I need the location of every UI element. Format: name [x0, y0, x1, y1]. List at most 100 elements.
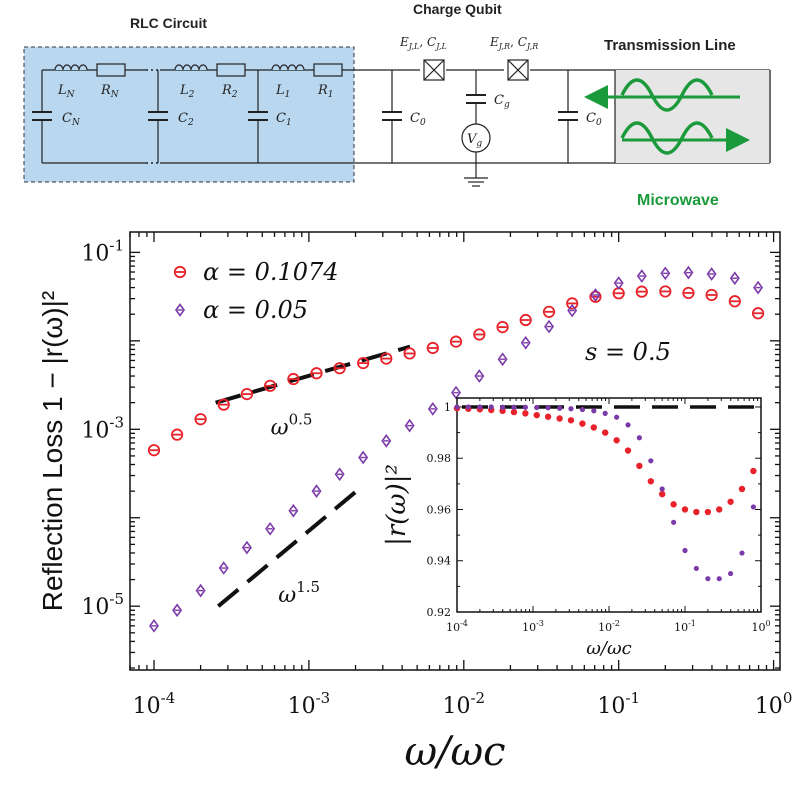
legend-marks: [173, 265, 187, 317]
inset-point-series-2: [568, 406, 574, 412]
svg-text:R2: R2: [221, 83, 238, 100]
inset-point-series-2: [557, 405, 563, 411]
legend-label-series-1: α = 0.1074: [203, 258, 339, 286]
point-series-2: [241, 540, 252, 555]
point-series-1: [566, 297, 579, 310]
main-y-tick-label: 10-3: [81, 413, 124, 443]
svg-text:CN: CN: [62, 111, 81, 128]
point-series-2: [706, 267, 717, 281]
qubit-title: Charge Qubit: [413, 1, 502, 17]
inset-point-series-2: [648, 458, 654, 464]
label-Vg: Vg: [467, 132, 482, 149]
inset-point-series-1: [522, 410, 529, 417]
legend-marker-series-2: [175, 303, 185, 317]
svg-text:C0: C0: [586, 111, 602, 128]
inset-point-series-2: [682, 547, 688, 554]
legend-marker-series-1: [173, 265, 187, 279]
point-series-2: [474, 369, 485, 383]
point-series-1: [728, 295, 741, 308]
inset-point-series-2: [465, 404, 471, 410]
point-series-1: [194, 413, 207, 426]
point-series-1: [589, 290, 602, 303]
inset-y-tick-label: 0.92: [427, 606, 452, 619]
inset-point-series-1: [567, 417, 575, 424]
point-series-1: [473, 328, 486, 341]
inset-point-series-1: [750, 467, 757, 475]
point-series-2: [451, 385, 462, 400]
point-series-2: [358, 450, 369, 465]
main-x-tick-label: 10-1: [597, 689, 640, 719]
main-x-tick-label: 10-3: [288, 689, 331, 719]
point-series-1: [333, 362, 346, 375]
legend-label-series-2: α = 0.05: [203, 296, 308, 324]
point-series-1: [635, 285, 648, 298]
inset-x-tick-label: 10-1: [674, 619, 696, 634]
tline-box: [615, 70, 770, 163]
svg-text:EJ,L, CJ,L: EJ,L, CJ,L: [399, 35, 447, 51]
main-x-tick-label: 10-4: [133, 689, 176, 719]
inset-point-series-1: [510, 408, 518, 416]
microwave-waves: [620, 78, 714, 155]
point-series-2: [404, 418, 415, 433]
point-series-1: [449, 335, 463, 348]
inset-y-tick-label: 0.94: [427, 555, 452, 568]
point-series-2: [567, 303, 578, 318]
point-series-2: [544, 319, 555, 334]
inset-point-series-1: [738, 485, 746, 493]
point-series-1: [659, 285, 672, 298]
point-series-1: [426, 341, 439, 355]
point-series-1: [380, 352, 393, 365]
point-series-2: [172, 603, 183, 618]
main-legend: α = 0.1074 α = 0.05: [173, 258, 339, 324]
inset-point-series-2: [705, 576, 711, 582]
inset-point-series-1: [704, 508, 712, 516]
inset-point-series-2: [727, 570, 734, 577]
inset-point-series-2: [545, 405, 551, 411]
inset-point-series-2: [750, 504, 756, 510]
point-series-1: [217, 398, 230, 411]
point-series-1: [705, 288, 718, 302]
inset-point-series-2: [534, 404, 540, 411]
main-x-tick-label: 100: [755, 689, 793, 719]
inset-ylabel: |r(ω)|²: [382, 464, 412, 546]
main-marks-layer: [147, 265, 765, 633]
point-series-1: [171, 428, 184, 441]
inset-point-series-2: [511, 404, 517, 410]
inset-point-series-2: [671, 519, 677, 525]
svg-text:L2: L2: [179, 83, 195, 100]
point-series-2: [334, 467, 345, 482]
main-xlabel: ω/ωc: [404, 729, 505, 775]
inset-point-series-1: [601, 429, 609, 436]
main-guides-layer: ω0.5 ω1.5: [215, 344, 411, 608]
point-series-1: [682, 286, 695, 300]
svg-text:EJ,R, CJ,R: EJ,R, CJ,R: [489, 35, 538, 51]
guide-line-2: [216, 487, 361, 608]
inset-point-series-2: [636, 435, 642, 441]
ground-symbol: [464, 177, 488, 187]
inset-point-series-2: [477, 404, 483, 410]
inset-x-tick-label: 100: [751, 619, 770, 634]
inset-point-series-1: [727, 498, 734, 505]
inset-point-series-1: [647, 478, 655, 485]
inset-y-tick-label: 1: [444, 401, 451, 414]
svg-text:Cg: Cg: [494, 93, 510, 110]
microwave-label: Microwave: [637, 192, 719, 209]
inset-point-series-1: [624, 447, 632, 454]
point-series-1: [519, 313, 532, 327]
inset-y-tick-label: 0.96: [427, 503, 452, 516]
inset-point-series-1: [533, 411, 540, 419]
inset-y-tick-label: 0.98: [427, 452, 452, 465]
point-series-2: [427, 402, 438, 416]
main-chart: 10-4 10-3 10-2 10-1 100 10-1 10-3 10-5 ω0.5 ω1.5…: [37, 231, 793, 775]
point-series-1: [357, 357, 370, 370]
main-y-tick-label: 10-5: [81, 590, 124, 620]
inset-marks-layer: [453, 404, 761, 582]
josephson-junctions: [423, 59, 529, 81]
svg-text:L1: L1: [275, 83, 290, 100]
point-series-2: [288, 503, 299, 518]
inset-point-series-1: [693, 508, 700, 516]
point-series-2: [753, 280, 764, 295]
svg-text:R1: R1: [317, 83, 334, 100]
point-series-1: [310, 367, 323, 380]
